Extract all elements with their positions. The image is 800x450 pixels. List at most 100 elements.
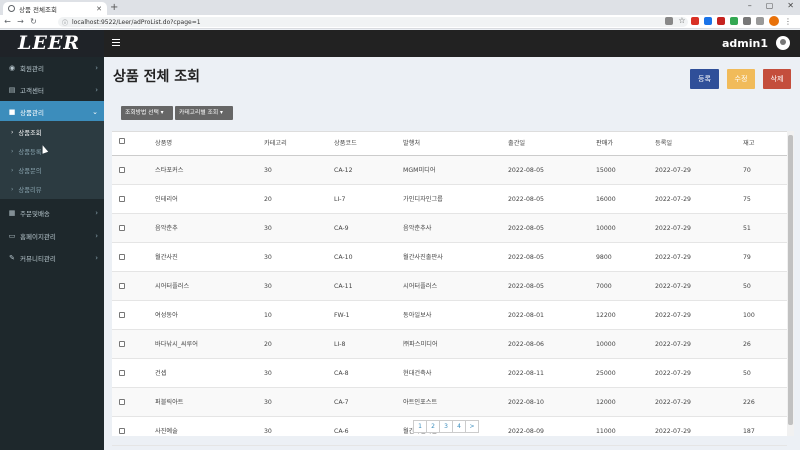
cell-publisher: 음악춘추사 xyxy=(403,225,432,232)
url-bar[interactable]: ⓘ xyxy=(58,17,688,27)
row-checkbox[interactable] xyxy=(119,225,125,231)
reload-icon[interactable]: ↻ xyxy=(30,17,37,26)
category-dropdown[interactable]: 카테고리별 조회 ▾ xyxy=(175,106,233,120)
cell-category: 30 xyxy=(264,167,272,174)
sidebar-item-members[interactable]: ◉ 회원관리 › xyxy=(0,57,104,79)
scrollbar[interactable] xyxy=(787,131,794,436)
row-checkbox[interactable] xyxy=(119,370,125,376)
cell-price: 12200 xyxy=(596,312,616,319)
table-row[interactable]: 인테리어 20 LI-7 가인디자인그룹 2022-08-05 16000 20… xyxy=(112,185,787,214)
column-header: 카테고리 xyxy=(264,140,287,147)
cell-stock: 79 xyxy=(743,254,751,261)
row-checkbox[interactable] xyxy=(119,312,125,318)
extensions-puzzle-icon[interactable] xyxy=(743,17,751,25)
user-avatar[interactable] xyxy=(776,36,790,50)
cell-price: 7000 xyxy=(596,283,612,290)
bookmark-star-icon[interactable]: ☆ xyxy=(678,16,686,25)
extension-shield-icon[interactable] xyxy=(717,17,725,25)
row-checkbox[interactable] xyxy=(119,167,125,173)
column-header: 재고 xyxy=(743,140,755,147)
table-row[interactable]: 시어터플러스 30 CA-11 시어터플러스 2022-08-05 7000 2… xyxy=(112,272,787,301)
close-tab-icon[interactable]: ✕ xyxy=(96,4,102,13)
table-row[interactable]: 음악춘추 30 CA-9 음악춘추사 2022-08-05 10000 2022… xyxy=(112,214,787,243)
table-row[interactable]: 건셉 30 CA-8 현대건축사 2022-08-11 25000 2022-0… xyxy=(112,359,787,388)
cell-price: 9800 xyxy=(596,254,612,261)
page-link[interactable]: 3 xyxy=(439,420,453,433)
cell-publisher: 가인디자인그룹 xyxy=(403,196,443,203)
cell-price: 12000 xyxy=(596,399,616,406)
extension-green-icon[interactable] xyxy=(730,17,738,25)
register-button[interactable]: 등록 xyxy=(690,69,719,89)
modify-button[interactable]: 수정 xyxy=(727,69,755,89)
submenu-item-product-list[interactable]: › 상품조회 xyxy=(0,123,104,142)
row-checkbox[interactable] xyxy=(119,341,125,347)
extension-blue-icon[interactable] xyxy=(704,17,712,25)
row-checkbox[interactable] xyxy=(119,399,125,405)
next-page-link[interactable]: > xyxy=(465,420,479,433)
table-header: 상품명 카테고리 상품코드 발행처 출간일 판매가 등록일 재고 xyxy=(112,132,787,156)
table-row[interactable]: 퍼블릭아트 30 CA-7 아트인포스트 2022-08-10 12000 20… xyxy=(112,388,787,417)
page-link[interactable]: 1 xyxy=(413,420,427,433)
new-tab-button[interactable]: + xyxy=(110,2,119,13)
page-link[interactable]: 2 xyxy=(426,420,440,433)
sidebar-item-orders[interactable]: ▦ 주문및배송 › xyxy=(0,202,104,224)
close-window-icon[interactable]: ✕ xyxy=(787,1,794,10)
submenu-item-product-review[interactable]: › 상품리뷰 xyxy=(0,180,104,199)
side-panel-icon[interactable] xyxy=(756,17,764,25)
cell-publisher: 동아일보사 xyxy=(403,312,432,319)
cell-name: 인테리어 xyxy=(155,196,178,203)
row-checkbox[interactable] xyxy=(119,283,125,289)
sidebar-item-support[interactable]: ▤ 고객센터 › xyxy=(0,79,104,101)
cell-name: 바다낚시_씨루어 xyxy=(155,341,198,348)
row-checkbox[interactable] xyxy=(119,196,125,202)
maximize-icon[interactable]: ▢ xyxy=(765,1,774,10)
cell-stock: 75 xyxy=(743,196,751,203)
cell-publisher: 월간사진출판사 xyxy=(403,254,443,261)
submenu-item-product-register[interactable]: › 상품등록 xyxy=(0,142,104,161)
submenu-label: 상품문의 xyxy=(18,168,42,175)
cell-price: 15000 xyxy=(596,167,616,174)
search-method-dropdown[interactable]: 조회방법 선택 ▾ xyxy=(121,106,173,120)
extension-red-icon[interactable] xyxy=(691,17,699,25)
cell-category: 10 xyxy=(264,312,272,319)
menu-dots-icon[interactable]: ⋮ xyxy=(784,16,792,26)
cell-name: 사진예술 xyxy=(155,428,178,435)
cell-stock: 187 xyxy=(743,428,755,435)
profile-avatar[interactable] xyxy=(769,16,779,26)
forward-icon[interactable]: → xyxy=(17,17,24,26)
row-checkbox[interactable] xyxy=(119,428,125,434)
share-icon[interactable] xyxy=(665,17,673,25)
minimize-icon[interactable]: – xyxy=(747,1,752,10)
hamburger-menu-icon[interactable] xyxy=(112,39,120,46)
cell-reg-date: 2022-07-29 xyxy=(655,196,691,203)
logo[interactable]: LEER xyxy=(0,30,104,57)
cell-price: 10000 xyxy=(596,225,616,232)
sidebar-item-community[interactable]: ✎ 커뮤니티관리 › xyxy=(0,247,104,269)
cell-publisher: 아트인포스트 xyxy=(403,399,438,406)
row-checkbox[interactable] xyxy=(119,254,125,260)
box-icon: ■ xyxy=(8,108,16,116)
cell-reg-date: 2022-07-29 xyxy=(655,428,691,435)
cell-stock: 51 xyxy=(743,225,751,232)
table-row[interactable]: 여성동아 10 FW-1 동아일보사 2022-08-01 12200 2022… xyxy=(112,301,787,330)
sidebar-item-homepage[interactable]: ▭ 홈페이지관리 › xyxy=(0,225,104,247)
info-icon[interactable]: ⓘ xyxy=(62,19,69,27)
sidebar-item-products[interactable]: ■ 상품관리 ⌄ xyxy=(0,101,104,123)
scrollbar-thumb[interactable] xyxy=(788,135,793,425)
cell-code: CA-12 xyxy=(334,167,353,174)
select-all-checkbox[interactable] xyxy=(119,138,125,144)
back-icon[interactable]: ← xyxy=(4,17,11,26)
cell-name: 시어터플러스 xyxy=(155,283,190,290)
browser-tab[interactable]: 상품 전체조회 ✕ xyxy=(3,2,107,15)
table-row[interactable]: 스타포커스 30 CA-12 MGM미디어 2022-08-05 15000 2… xyxy=(112,156,787,185)
cell-release-date: 2022-08-01 xyxy=(508,312,544,319)
cell-stock: 70 xyxy=(743,167,751,174)
cell-name: 여성동아 xyxy=(155,312,178,319)
page-link[interactable]: 4 xyxy=(452,420,466,433)
username[interactable]: admin1 xyxy=(721,37,768,50)
table-row[interactable]: 월간사진 30 CA-10 월간사진출판사 2022-08-05 9800 20… xyxy=(112,243,787,272)
url-input[interactable] xyxy=(72,18,373,26)
table-row[interactable]: 바다낚시_씨루어 20 LI-8 ㈜파스미디어 2022-08-06 10000… xyxy=(112,330,787,359)
submenu-item-product-inquiry[interactable]: › 상품문의 xyxy=(0,161,104,180)
delete-button[interactable]: 삭제 xyxy=(763,69,791,89)
